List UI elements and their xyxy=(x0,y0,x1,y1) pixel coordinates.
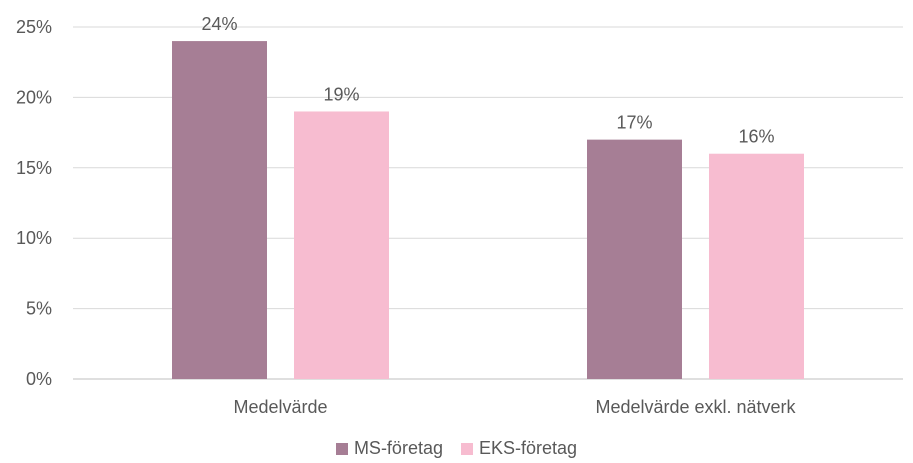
legend-item-eks: EKS-företag xyxy=(461,438,577,459)
legend-label-eks: EKS-företag xyxy=(479,438,577,459)
x-category-label: Medelvärde exkl. nätverk xyxy=(595,397,796,417)
legend-label-ms: MS-företag xyxy=(354,438,443,459)
y-tick-label: 25% xyxy=(16,17,52,37)
legend-item-ms: MS-företag xyxy=(336,438,443,459)
y-tick-label: 5% xyxy=(26,299,52,319)
y-tick-label: 20% xyxy=(16,87,52,107)
bar xyxy=(172,41,267,379)
bar xyxy=(709,154,804,379)
legend: MS-företag EKS-företag xyxy=(0,438,913,459)
bar xyxy=(587,140,682,379)
data-label: 19% xyxy=(323,84,359,104)
bar xyxy=(294,111,389,379)
legend-swatch-eks xyxy=(461,443,473,455)
data-label: 17% xyxy=(616,113,652,133)
bar-chart: 24% 19% 17% 16% 0% 5% 10% 15% 20% 25% Medelvärde M… xyxy=(0,0,913,430)
data-label: 24% xyxy=(201,14,237,34)
y-tick-label: 0% xyxy=(26,369,52,389)
legend-swatch-ms xyxy=(336,443,348,455)
x-category-label: Medelvärde xyxy=(233,397,327,417)
data-label: 16% xyxy=(738,127,774,147)
y-tick-label: 15% xyxy=(16,158,52,178)
y-tick-label: 10% xyxy=(16,228,52,248)
